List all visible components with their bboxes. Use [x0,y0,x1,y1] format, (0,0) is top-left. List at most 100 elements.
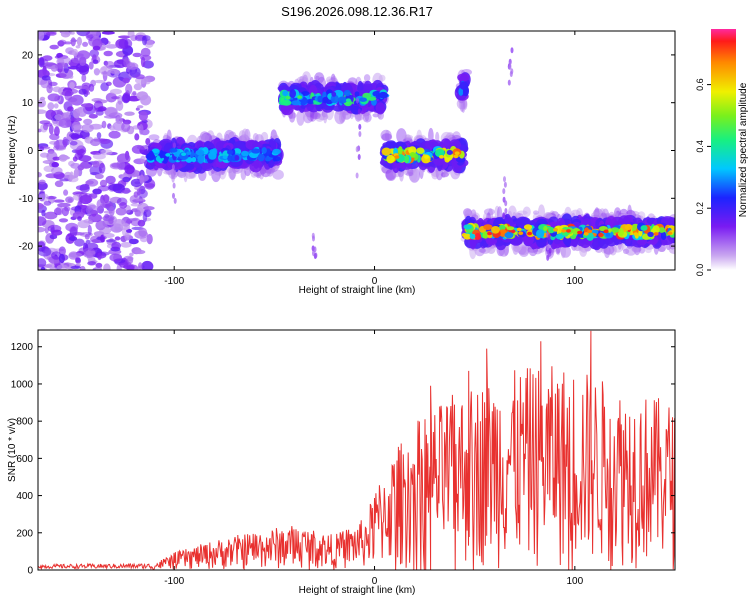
heatmap-blob [125,83,133,95]
heatmap-blob [251,148,261,154]
heatmap-blob [92,153,106,160]
heatmap-blob [77,216,82,221]
heatmap-blob [264,157,272,162]
heatmap-blob [103,50,113,57]
heatmap-blob [67,97,78,103]
heatmap-blob [566,229,571,233]
heatmap-blob [261,147,267,154]
heatmap-blob [53,103,59,109]
heatmap-blob [92,160,100,168]
top-x-ticks: -100 0 100 [164,31,584,287]
heatmap-blob [110,88,122,95]
heatmap-blob [548,247,552,254]
heatmap-blob [140,56,146,68]
heatmap-blob [546,244,550,251]
bottom-x-axis-label: Height of straight line (km) [299,585,416,596]
heatmap-blob [136,91,149,101]
heatmap-blob [173,142,176,149]
heatmap-blob [58,218,69,223]
heatmap-blob [98,162,106,174]
heatmap-blob [453,154,459,159]
heatmap-blob [159,151,169,158]
heatmap-blob [506,226,515,231]
heatmap-blob [60,31,71,38]
heatmap-blob [80,103,94,108]
heatmap-blob [142,211,148,223]
heatmap-blob [65,222,79,232]
heatmap-blob [139,174,145,184]
heatmap-blob [357,108,361,115]
top-y-axis-label: Frequency (Hz) [7,116,18,185]
heatmap-blob [56,52,63,59]
heatmap-blob [59,178,70,182]
heatmap-blob [667,231,673,235]
heatmap-blob [68,65,80,70]
heatmap-blob [354,91,360,97]
heatmap-blob [49,267,58,270]
heatmap-blob [404,154,410,164]
heatmap-blob [272,148,281,155]
heatmap-blob [134,133,140,141]
heatmap-blob [487,231,493,236]
heatmap-blob [381,133,393,141]
heatmap-blob [78,155,92,162]
heatmap-blob [618,227,624,237]
heatmap-blob [378,74,386,82]
heatmap-blob [110,69,119,74]
heatmap-blob [355,172,359,179]
heatmap-blob [126,228,133,233]
heatmap-blob [553,228,559,232]
bottom-y-axis-label: SNR (10 * v/v) [7,418,18,482]
heatmap-blob [69,132,83,139]
heatmap-blob [508,63,512,70]
top-y-ticks: 20 10 0 -10 -20 [19,50,675,253]
heatmap-blob [633,232,639,236]
heatmap-blob [86,178,99,187]
heatmap-blob [47,93,61,102]
heatmap-blob [135,74,145,80]
heatmap-blob [83,219,93,224]
heatmap-blob [70,31,75,35]
heatmap-blob [38,202,44,210]
heatmap-blob [241,150,249,157]
snr-frame [37,329,676,571]
heatmap-blob [583,232,589,236]
heatmap-blob [72,156,78,162]
top-x-tick-label: -100 [164,276,184,287]
heatmap-blob [359,97,367,102]
heatmap-blob [504,208,508,214]
heatmap-blob [459,81,468,90]
heatmap-blob [135,107,140,111]
heatmap-blob [132,125,141,130]
heatmap-blob [103,233,115,238]
bottom-y-tick-label: 200 [16,528,33,539]
heatmap-blob [533,210,539,215]
heatmap-blob [124,164,135,175]
heatmap-blob [101,31,115,35]
heatmap-blob [144,78,151,85]
heatmap-blob [42,55,53,61]
heatmap-blob [502,212,506,219]
heatmap-blob [172,192,175,199]
heatmap-blob [424,155,430,159]
colorbar-tick-label: 0.6 [695,78,705,91]
bottom-x-tick-label: -100 [164,576,184,587]
heatmap-blob [99,138,111,145]
heatmap-blob [134,249,146,255]
heatmap-blob [378,91,389,99]
heatmap-blob [121,93,131,104]
heatmap-blob [119,202,128,209]
heatmap-blob [140,155,146,163]
heatmap-blob [122,176,131,183]
heatmap-blob [88,83,95,92]
heatmap-blob [58,253,65,264]
heatmap-blob [101,66,108,71]
heatmap-blob [297,95,303,99]
heatmap-blob [76,36,82,46]
heatmap-blob [282,90,289,97]
heatmap-blob [358,123,362,130]
heatmap-blob [543,226,548,231]
heatmap-blob [102,215,115,222]
top-y-tick-label: -10 [19,194,34,205]
